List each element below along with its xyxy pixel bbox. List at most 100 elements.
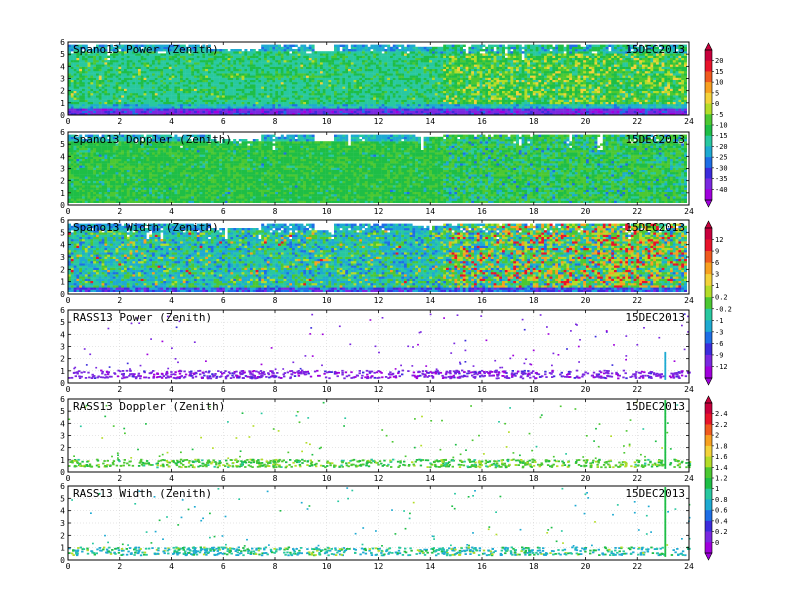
x-tick-label: 20 <box>581 474 591 483</box>
colorbar-swatch <box>705 50 712 61</box>
y-tick-label: 0 <box>60 201 65 210</box>
x-tick-label: 24 <box>684 117 694 126</box>
x-tick-label: 4 <box>169 296 174 305</box>
y-tick-label: 3 <box>60 432 65 441</box>
panel-title: Spano13 Width (Zenith) <box>73 221 219 234</box>
panel-title: Spano13 Doppler (Zenith) <box>73 133 232 146</box>
panel-title: RASS13 Width (Zenith) <box>73 487 212 500</box>
y-tick-label: 3 <box>60 343 65 352</box>
colorbar-swatch <box>705 179 712 190</box>
colorbar-label: 0 <box>715 100 719 108</box>
colorbar-swatch <box>705 251 712 263</box>
x-tick-label: 4 <box>169 474 174 483</box>
x-tick-label: 2 <box>117 296 122 305</box>
colorbar-swatch <box>705 93 712 104</box>
colorbar-swatch <box>705 168 712 179</box>
colorbar-swatch <box>705 532 712 543</box>
colorbar-swatch <box>705 446 712 457</box>
colorbar-label: -40 <box>715 186 728 194</box>
panel-title: Spano13 Power (Zenith) <box>73 43 219 56</box>
x-tick-label: 24 <box>684 474 694 483</box>
y-tick-label: 4 <box>60 507 65 516</box>
colorbar-swatch <box>705 228 712 240</box>
x-tick-label: 10 <box>322 562 332 571</box>
colorbar-label: 12 <box>715 236 723 244</box>
colorbar-top-arrow <box>705 43 712 50</box>
x-tick-label: 16 <box>477 474 487 483</box>
x-tick-label: 10 <box>322 207 332 216</box>
y-tick-label: 6 <box>60 128 65 137</box>
x-tick-label: 2 <box>117 562 122 571</box>
colorbar-label: 2.2 <box>715 421 728 429</box>
panel-date: 15DEC2013 <box>625 133 685 146</box>
colorbar-label: 9 <box>715 248 719 256</box>
x-tick-label: 12 <box>374 562 384 571</box>
x-tick-label: 14 <box>425 296 435 305</box>
colorbar-swatch <box>705 263 712 275</box>
x-tick-label: 4 <box>169 385 174 394</box>
colorbar-swatch <box>705 457 712 468</box>
x-tick-label: 2 <box>117 207 122 216</box>
x-tick-label: 0 <box>66 296 71 305</box>
y-tick-label: 4 <box>60 419 65 428</box>
x-tick-label: 16 <box>477 562 487 571</box>
y-tick-label: 5 <box>60 140 65 149</box>
x-tick-label: 14 <box>425 117 435 126</box>
y-tick-label: 1 <box>60 189 65 198</box>
colorbar-swatch <box>705 104 712 115</box>
colorbar-label: -25 <box>715 154 728 162</box>
colorbar-swatch <box>705 82 712 93</box>
y-tick-label: 2 <box>60 265 65 274</box>
colorbar-label: 0 <box>715 539 719 547</box>
colorbar-label: 10 <box>715 79 723 87</box>
x-tick-label: 14 <box>425 207 435 216</box>
x-tick-label: 2 <box>117 117 122 126</box>
colorbar-swatch <box>705 61 712 72</box>
colorbar-label: -9 <box>715 351 723 359</box>
colorbar-label: -3 <box>715 328 723 336</box>
colorbar-swatch <box>705 274 712 286</box>
x-tick-label: 18 <box>529 562 539 571</box>
x-tick-label: 8 <box>273 117 278 126</box>
colorbar-label: -12 <box>715 363 728 371</box>
colorbar-swatch <box>705 467 712 478</box>
colorbar-label: 0.2 <box>715 528 728 536</box>
x-tick-label: 6 <box>221 385 226 394</box>
y-tick-label: 5 <box>60 318 65 327</box>
x-tick-label: 20 <box>581 117 591 126</box>
x-tick-label: 24 <box>684 296 694 305</box>
x-tick-label: 4 <box>169 562 174 571</box>
y-tick-label: 5 <box>60 407 65 416</box>
y-tick-label: 2 <box>60 444 65 453</box>
x-tick-label: 18 <box>529 117 539 126</box>
y-tick-label: 4 <box>60 62 65 71</box>
x-tick-label: 22 <box>632 296 642 305</box>
colorbar-label: 6 <box>715 259 719 267</box>
y-tick-label: 0 <box>60 379 65 388</box>
colorbar-swatch <box>705 521 712 532</box>
y-tick-label: 5 <box>60 494 65 503</box>
panel-date: 15DEC2013 <box>625 487 685 500</box>
y-tick-label: 1 <box>60 367 65 376</box>
colorbar-label: 20 <box>715 57 723 65</box>
colorbar-label: 1.8 <box>715 442 728 450</box>
colorbar-label: 15 <box>715 68 723 76</box>
x-tick-label: 4 <box>169 117 174 126</box>
colorbar-top-arrow <box>705 396 712 403</box>
colorbar-label: 2.4 <box>715 410 728 418</box>
y-tick-label: 0 <box>60 556 65 565</box>
colorbar-label: -10 <box>715 122 728 130</box>
x-tick-label: 14 <box>425 474 435 483</box>
x-tick-label: 4 <box>169 207 174 216</box>
x-tick-label: 22 <box>632 207 642 216</box>
x-tick-label: 16 <box>477 117 487 126</box>
y-tick-label: 6 <box>60 216 65 225</box>
x-tick-label: 6 <box>221 207 226 216</box>
colorbar-label: 5 <box>715 89 719 97</box>
colorbar-label: 1 <box>715 485 719 493</box>
colorbar-label: -30 <box>715 164 728 172</box>
x-tick-label: 14 <box>425 562 435 571</box>
x-tick-label: 12 <box>374 385 384 394</box>
x-tick-label: 16 <box>477 207 487 216</box>
